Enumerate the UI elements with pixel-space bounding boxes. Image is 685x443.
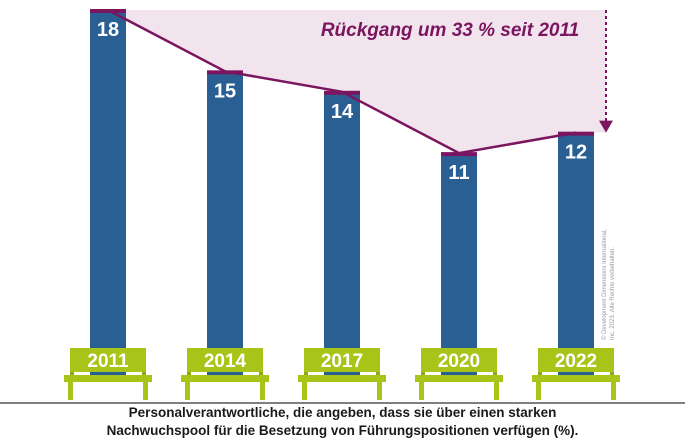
bars-group: 18 15 14 11 12 <box>90 9 594 379</box>
bench-backrest <box>538 348 614 372</box>
bench-2017: 2017 <box>298 348 386 400</box>
bench-backrest <box>304 348 380 372</box>
copyright-line-1: © Development Dimensions International, <box>601 229 608 340</box>
bench-post <box>376 372 380 375</box>
bench-post <box>142 372 146 375</box>
bar-chart: 18 15 14 11 12 Rückgang um 33 % seit 2011 20… <box>64 8 620 400</box>
year-label: 2022 <box>555 351 597 372</box>
decline-shade-area <box>108 10 606 154</box>
bar-value-label: 15 <box>214 80 236 102</box>
bench-seat <box>532 375 620 382</box>
bench-seat <box>415 375 503 382</box>
year-label: 2011 <box>87 351 129 372</box>
caption-line-2: Nachwuchspool für die Besetzung von Führ… <box>106 423 579 438</box>
bench-post <box>610 372 614 375</box>
bench-post <box>259 372 263 375</box>
bench-leg <box>377 382 382 400</box>
bench-post <box>304 372 308 375</box>
bench-seat <box>64 375 152 382</box>
caption-divider <box>0 402 685 404</box>
bench-2020: 2020 <box>415 348 503 400</box>
bench-seat <box>181 375 269 382</box>
bench-leg <box>302 382 307 400</box>
copyright-line-2: Inc. 2023. Alle Rechte vorbehalten. <box>610 247 616 340</box>
copyright-note: © Development Dimensions International, … <box>601 229 616 340</box>
year-label: 2020 <box>438 351 480 372</box>
bar-value-label: 11 <box>448 162 469 184</box>
decline-annotation: Rückgang um 33 % seit 2011 <box>321 20 579 41</box>
bench-post <box>70 372 74 375</box>
caption-line-1: Personalverantwortliche, die angeben, da… <box>128 405 557 420</box>
bench-backrest <box>187 348 263 372</box>
bench-2022: 2022 <box>532 348 620 400</box>
bar-2014 <box>207 71 243 378</box>
trend-line <box>107 8 577 155</box>
bench-2011: 2011 <box>64 348 152 400</box>
bench-seat <box>298 375 386 382</box>
bar-2017 <box>324 91 360 379</box>
bench-leg <box>494 382 499 400</box>
bench-leg <box>536 382 541 400</box>
bench-leg <box>611 382 616 400</box>
arrow-head <box>599 120 613 133</box>
bar-2022 <box>558 132 594 378</box>
bench-backrest <box>421 348 497 372</box>
bench-post <box>538 372 542 375</box>
bar-value-label: 14 <box>331 101 354 123</box>
bench-leg <box>419 382 424 400</box>
bench-post <box>421 372 425 375</box>
bench-group: 2011 2014 2017 2020 2022 <box>64 348 620 400</box>
year-label: 2017 <box>321 351 363 372</box>
chart-caption: Personalverantwortliche, die angeben, da… <box>0 404 685 440</box>
bar-value-label: 18 <box>97 19 119 41</box>
bench-backrest <box>70 348 146 372</box>
bench-leg <box>185 382 190 400</box>
bar-value-label: 12 <box>565 142 587 164</box>
bar-2020 <box>441 153 477 378</box>
bench-2014: 2014 <box>181 348 269 400</box>
bench-leg <box>143 382 148 400</box>
bench-leg <box>68 382 73 400</box>
bar-2011 <box>90 10 126 378</box>
bench-post <box>187 372 191 375</box>
year-label: 2014 <box>204 351 247 372</box>
bench-post <box>493 372 497 375</box>
bench-leg <box>260 382 265 400</box>
decline-arrow-icon <box>599 10 613 133</box>
